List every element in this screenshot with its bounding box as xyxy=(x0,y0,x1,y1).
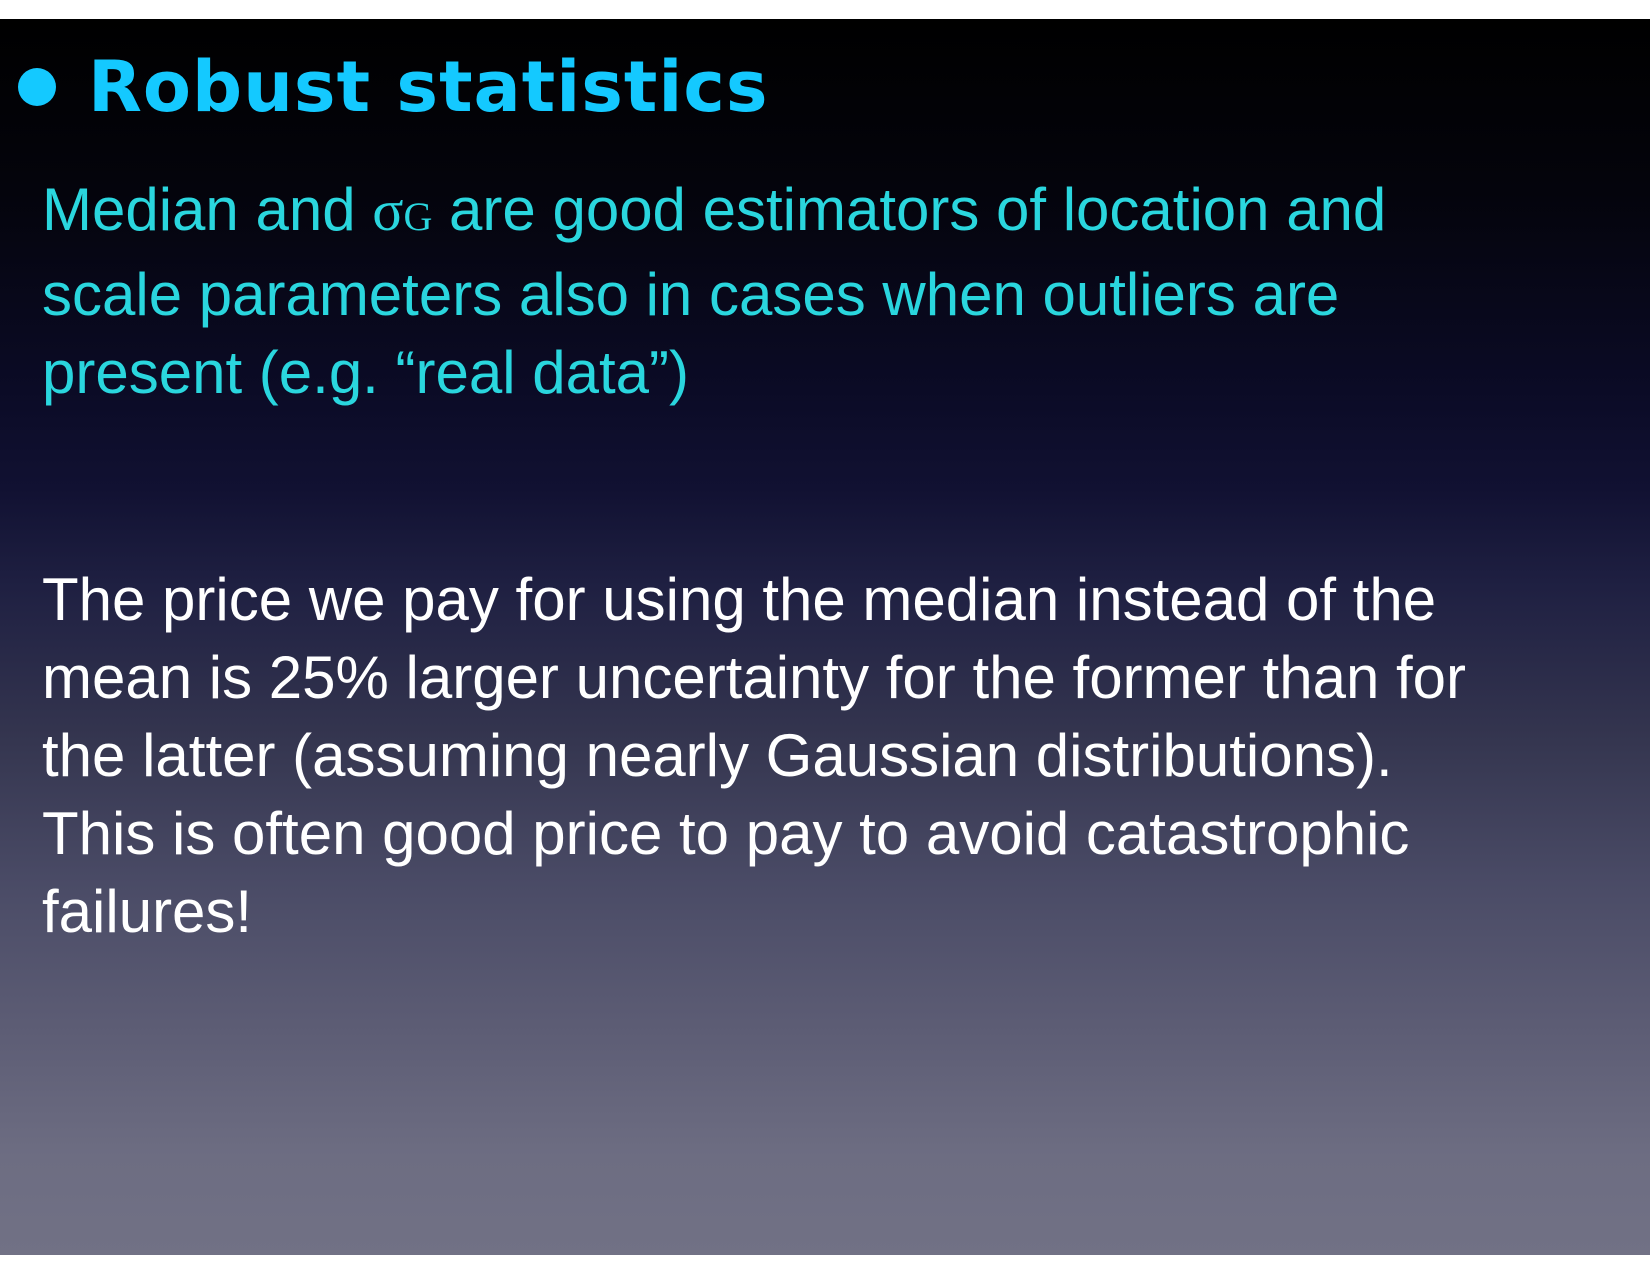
paragraph2-line4: This is often good price to pay to avoid… xyxy=(42,800,1410,867)
bullet-icon xyxy=(18,68,56,106)
paragraph1-after-symbol: are good estimators of location and xyxy=(432,176,1387,243)
paragraph2-line1: The price we pay for using the median in… xyxy=(42,566,1437,633)
paragraph1-line2: scale parameters also in cases when outl… xyxy=(42,261,1340,328)
slide: Robust statistics Median and σG are good… xyxy=(0,19,1650,1255)
robust-estimators-paragraph: Median and σG are good estimators of loc… xyxy=(42,171,1632,412)
paragraph1-line3: present (e.g. “real data”) xyxy=(42,339,689,406)
sigma-symbol: σ xyxy=(372,178,404,243)
paragraph2-line2: mean is 25% larger uncertainty for the f… xyxy=(42,644,1467,711)
title-row: Robust statistics xyxy=(18,37,769,137)
paragraph2-line3: the latter (assuming nearly Gaussian dis… xyxy=(42,722,1393,789)
slide-title: Robust statistics xyxy=(88,46,769,128)
price-paragraph: The price we pay for using the median in… xyxy=(42,561,1632,951)
paragraph1-line1: Median and σG are good estimators of loc… xyxy=(42,171,1632,256)
paragraph1-before-symbol: Median and xyxy=(42,176,373,243)
paragraph2-line5: failures! xyxy=(42,878,253,945)
sigma-subscript: G xyxy=(403,194,433,239)
